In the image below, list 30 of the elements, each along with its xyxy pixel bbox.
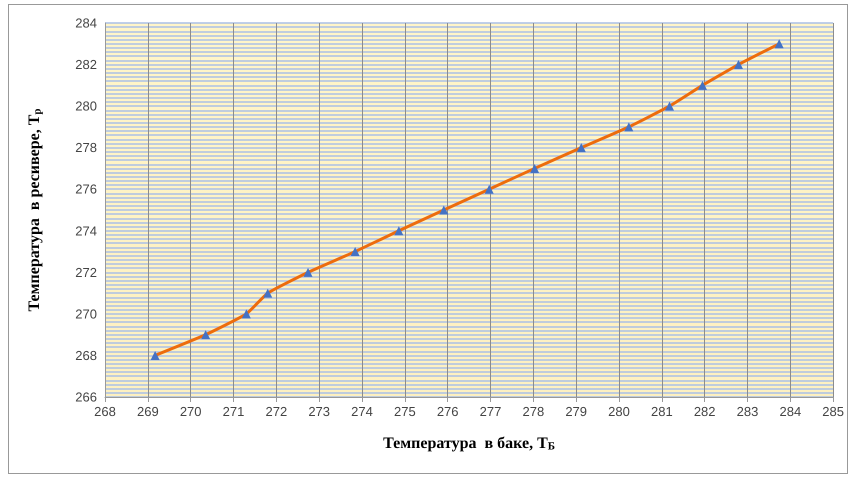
x-axis-title: Температура в баке, ТБ — [383, 435, 556, 452]
x-tick-label: 282 — [694, 404, 716, 419]
y-tick-label: 282 — [75, 57, 97, 72]
x-tick-label: 268 — [94, 404, 116, 419]
x-tick-label: 277 — [480, 404, 502, 419]
y-tick-label: 284 — [75, 16, 97, 30]
y-tick-label: 276 — [75, 182, 97, 197]
y-tick-label: 274 — [75, 223, 97, 238]
y-tick-label: 266 — [75, 390, 97, 404]
x-tick-label: 276 — [436, 404, 459, 419]
x-tick-label: 279 — [565, 404, 588, 419]
x-tick-label: 283 — [736, 404, 758, 419]
x-tick-label: 273 — [308, 404, 330, 419]
x-tick-label: 285 — [822, 404, 844, 419]
x-tick-label: 272 — [265, 404, 288, 419]
x-tick-label: 284 — [779, 404, 802, 419]
y-tick-label: 280 — [75, 98, 97, 114]
y-tick-label: 268 — [75, 348, 97, 363]
x-tick-label: 278 — [522, 404, 544, 419]
x-tick-label: 271 — [222, 404, 244, 419]
y-tick-label: 270 — [75, 306, 97, 322]
x-tick-label: 270 — [180, 404, 202, 419]
y-tick-label: 272 — [75, 264, 97, 280]
y-axis-title: Температура в ресивере, Тр — [26, 108, 44, 312]
y-tick-label: 278 — [75, 140, 97, 156]
x-tick-label: 274 — [351, 404, 373, 419]
x-tick-label: 269 — [136, 404, 159, 419]
x-tick-label: 281 — [650, 404, 673, 419]
x-tick-label: 280 — [608, 404, 630, 419]
x-tick-label: 275 — [394, 404, 416, 419]
